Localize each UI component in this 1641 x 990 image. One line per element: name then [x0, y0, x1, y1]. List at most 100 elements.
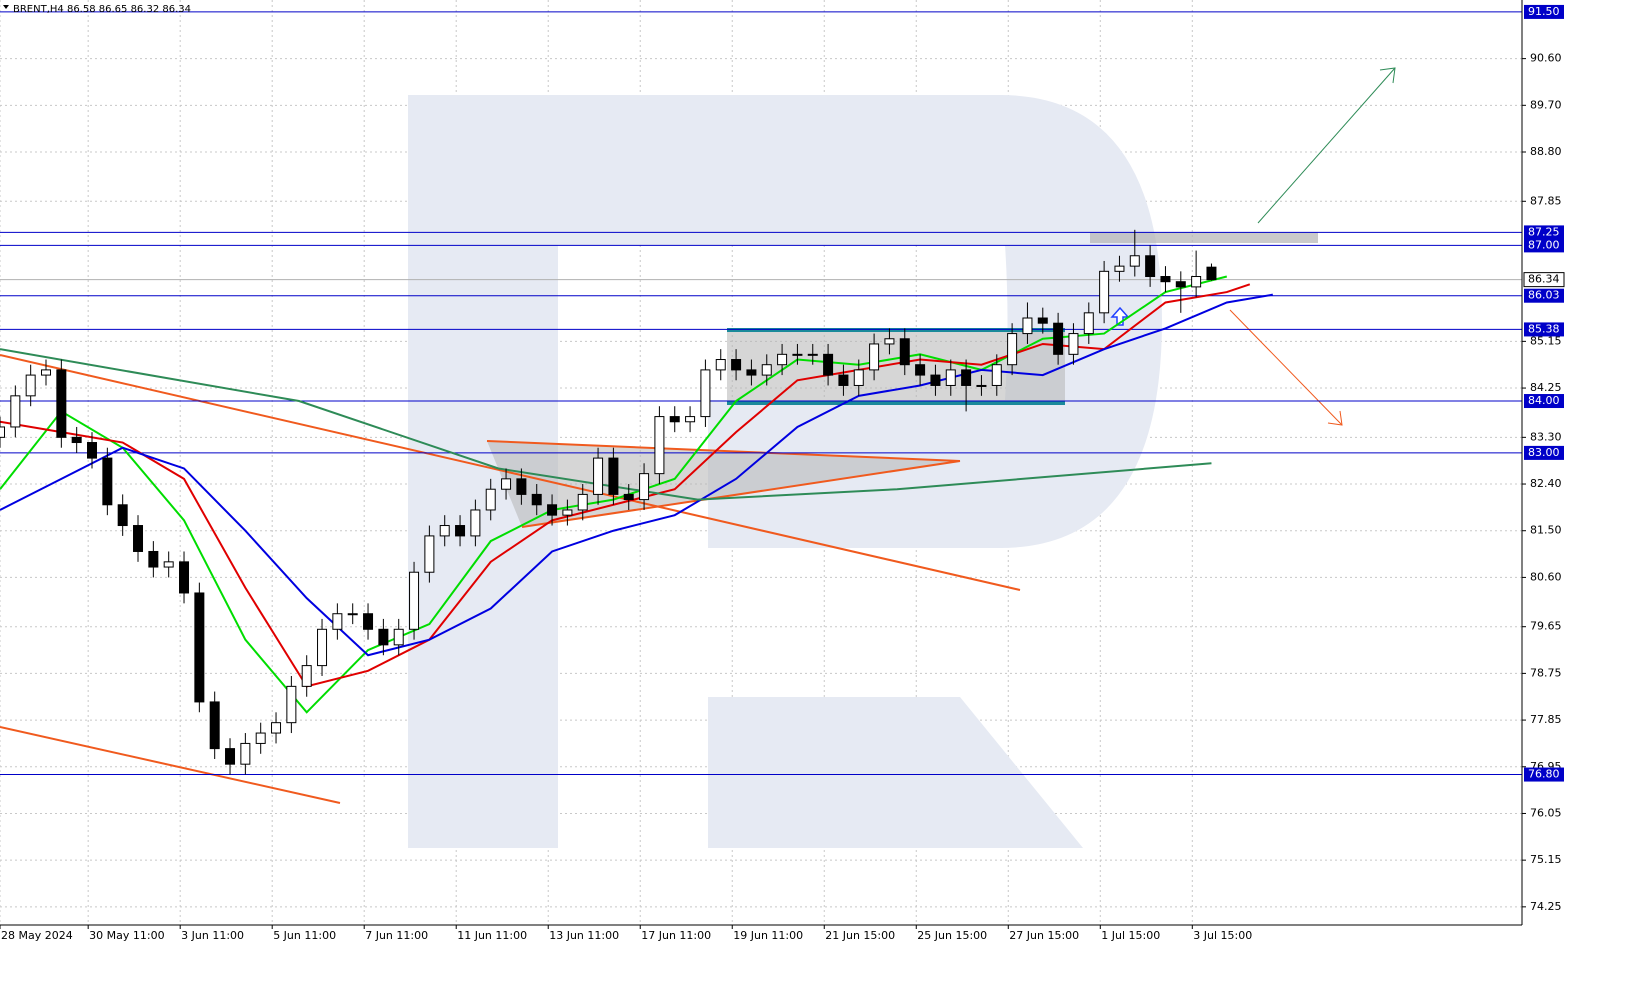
candle-body — [393, 628, 404, 646]
triangle-edge — [521, 460, 961, 528]
resistance-zone — [1090, 232, 1318, 243]
level-label: 91.50 — [1528, 5, 1560, 18]
candle-body — [117, 504, 128, 527]
candle — [899, 328, 910, 376]
candle — [715, 349, 726, 381]
candle-body — [807, 353, 818, 356]
candle-body — [700, 369, 711, 418]
candle-body — [301, 665, 312, 687]
y-tick-label: 84.25 — [1530, 381, 1562, 394]
candle — [225, 738, 236, 775]
candle — [1053, 312, 1064, 365]
candle — [547, 494, 558, 526]
candle-body — [286, 685, 297, 724]
candle-body — [347, 613, 358, 616]
candle — [639, 463, 650, 510]
candle — [56, 359, 67, 448]
y-tick-label: 77.85 — [1530, 713, 1562, 726]
candle — [485, 478, 496, 521]
candle — [25, 364, 36, 407]
y-tick-label: 85.15 — [1530, 334, 1562, 347]
candle — [1129, 229, 1140, 277]
candle-body — [133, 525, 144, 552]
current-price-box — [1523, 272, 1565, 288]
candle-body — [961, 369, 972, 386]
level-label-box — [1524, 288, 1564, 303]
current-price-label: 86.34 — [1528, 273, 1560, 286]
candle — [148, 541, 159, 578]
candle-body — [363, 613, 374, 630]
candle-body — [531, 493, 542, 506]
candle-body — [593, 457, 604, 495]
candle-body — [991, 364, 1002, 386]
arrow-head — [1379, 67, 1396, 84]
level-label-box — [1524, 238, 1564, 253]
watermark-leg — [708, 697, 1083, 848]
candle — [577, 484, 588, 521]
candle — [731, 349, 742, 381]
candle-body — [87, 442, 98, 459]
level-label-box — [1524, 767, 1564, 782]
candle — [976, 375, 987, 396]
level-label-box — [1524, 225, 1564, 240]
candle — [1114, 255, 1125, 282]
y-tick-label: 81.50 — [1530, 524, 1562, 537]
candle-body — [1083, 312, 1094, 335]
candle — [807, 343, 818, 365]
candle-body — [1160, 276, 1171, 283]
candle-body — [56, 369, 67, 438]
x-tick-label: 21 Jun 15:00 — [825, 929, 895, 942]
y-tick-label: 76.05 — [1530, 806, 1562, 819]
candle-body — [41, 369, 52, 376]
candle — [654, 406, 665, 485]
candle — [332, 603, 343, 640]
candle-body — [25, 374, 36, 397]
level-label: 85.38 — [1528, 322, 1560, 335]
candle-body — [409, 571, 420, 630]
candle-body — [209, 701, 220, 750]
candle-body — [1022, 317, 1033, 335]
candle — [945, 359, 956, 396]
x-tick-label: 3 Jun 11:00 — [181, 929, 244, 942]
y-tick-label: 87.85 — [1530, 194, 1562, 207]
y-tick-label: 89.70 — [1530, 98, 1562, 111]
candle — [501, 468, 512, 500]
candle — [271, 712, 282, 744]
forecast-arrow — [1257, 67, 1396, 224]
x-tick-label: 1 Jul 15:00 — [1101, 929, 1160, 942]
x-tick-label: 30 May 11:00 — [89, 929, 164, 942]
candle — [209, 691, 220, 759]
candle — [700, 359, 711, 427]
candle — [915, 354, 926, 386]
candle — [455, 515, 466, 547]
candle — [363, 603, 374, 640]
candle — [378, 618, 389, 656]
candle-body — [899, 338, 910, 366]
candle — [240, 733, 251, 775]
candle — [991, 354, 1002, 396]
candle — [531, 484, 542, 516]
x-tick-label: 25 Jun 15:00 — [917, 929, 987, 942]
candle — [71, 426, 82, 453]
x-tick-label: 11 Jun 11:00 — [457, 929, 527, 942]
candle-body — [577, 493, 588, 511]
level-label: 84.00 — [1528, 394, 1560, 407]
level-label-box — [1524, 394, 1564, 409]
candle — [87, 432, 98, 469]
candle-body — [10, 395, 21, 428]
candle-body — [0, 426, 5, 438]
candle-body — [608, 457, 619, 495]
candle-body — [255, 732, 266, 744]
candle — [317, 618, 328, 676]
x-tick-label: 17 Jun 11:00 — [641, 929, 711, 942]
candle-body — [869, 343, 880, 371]
candle-body — [102, 457, 113, 506]
candle — [179, 551, 190, 604]
candle-body — [1007, 333, 1018, 366]
x-tick-label: 7 Jun 11:00 — [365, 929, 428, 942]
candle — [301, 655, 312, 697]
candle — [930, 364, 941, 396]
candle-body — [639, 473, 650, 501]
candle-body — [470, 509, 481, 537]
